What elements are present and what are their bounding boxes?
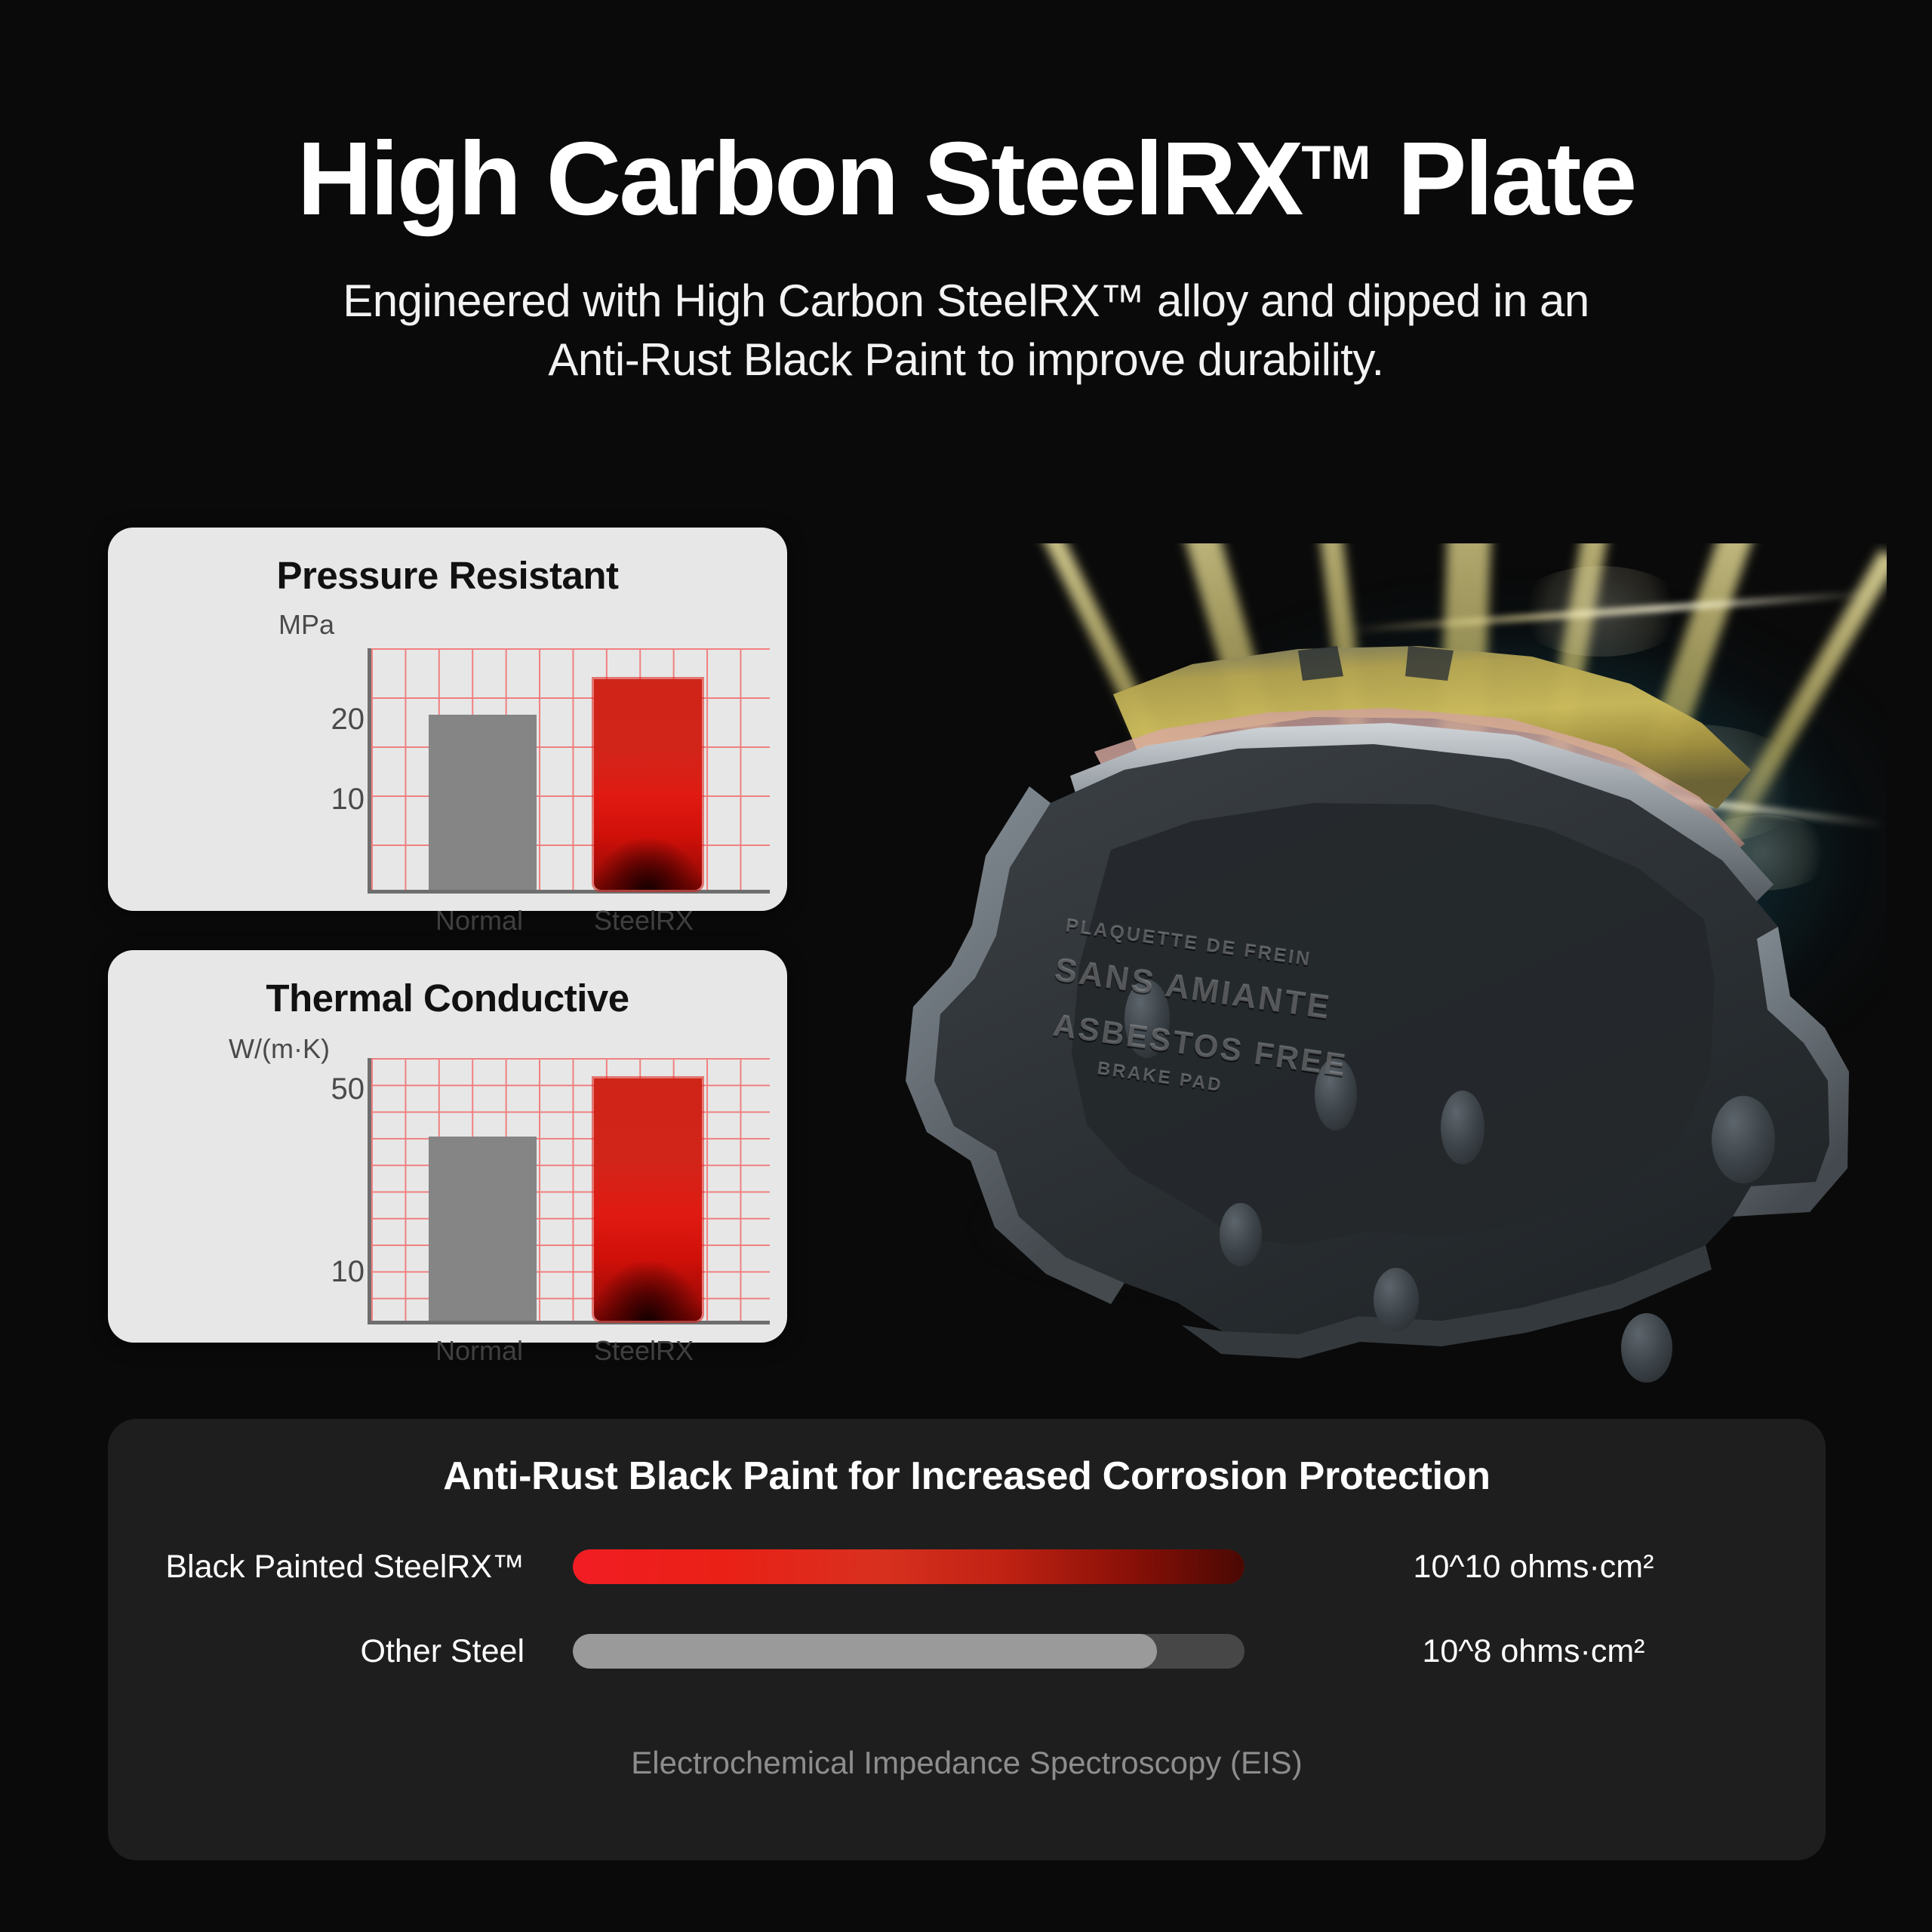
subtitle-line-2: Anti-Rust Black Paint to improve durabil…	[548, 334, 1384, 385]
eis-caption: Electrochemical Impedance Spectroscopy (…	[631, 1745, 1303, 1780]
plate-hole	[1124, 980, 1170, 1058]
x-label-steelrx-pressure: SteelRX	[593, 905, 694, 936]
subtitle-line-1: Engineered with High Carbon SteelRX™ all…	[343, 275, 1589, 326]
friction-notch	[1405, 646, 1454, 681]
plate-recessed-face	[1072, 803, 1715, 1245]
y-tick-50: 50	[331, 1072, 365, 1106]
plate-hole	[1441, 1091, 1484, 1164]
eis-row-other-steel: Other Steel 10^8 ohms·cm²	[108, 1609, 1826, 1694]
eis-rows: Black Painted SteelRX™ 10^10 ohms·cm² Ot…	[108, 1524, 1826, 1694]
plate-hole	[1315, 1058, 1357, 1131]
chart-plot-area-pressure	[368, 648, 770, 894]
eis-progress-track	[573, 1549, 1244, 1584]
bar-steelrx-pressure	[594, 679, 702, 890]
header: High Carbon SteelRXTM Plate Engineered w…	[0, 0, 1932, 389]
x-label-normal-thermal: Normal	[435, 1335, 523, 1366]
x-label-steelrx-thermal: SteelRX	[593, 1335, 694, 1366]
y-tick-10: 10	[331, 1255, 365, 1288]
eis-progress-fill	[573, 1549, 1244, 1584]
bar-steelrx-thermal	[594, 1078, 702, 1321]
brake-pad-illustration	[906, 646, 1849, 1383]
brake-pad-hero-image: PLAQUETTE DE FREIN SANS AMIANTE ASBESTOS…	[770, 543, 1887, 1404]
plate-top-bevel	[1070, 723, 1774, 921]
plate-hole	[1220, 1203, 1262, 1266]
eis-row-black-painted-steelrx: Black Painted SteelRX™ 10^10 ohms·cm²	[108, 1524, 1826, 1609]
trademark-symbol: TM	[1301, 137, 1371, 189]
chart-card-thermal-conductive: Thermal Conductive W/(m·K) 50 10 Normal …	[108, 950, 787, 1366]
adhesive-layer	[1094, 708, 1745, 860]
plate-hole	[1374, 1268, 1419, 1331]
y-tick-20: 20	[331, 703, 365, 736]
page-title-main: High Carbon SteelRX	[297, 121, 1304, 237]
plate-right-edge	[1733, 927, 1849, 1217]
chart-unit-label-mpa: MPa	[278, 609, 335, 640]
eis-row-value: 10^8 ohms·cm²	[1422, 1632, 1645, 1669]
friction-material-layer	[1113, 646, 1751, 809]
page-title: High Carbon SteelRXTM Plate	[0, 0, 1932, 231]
plate-bottom-edge	[1182, 1245, 1712, 1358]
chart-plot-area-thermal	[368, 1058, 770, 1324]
y-tick-10: 10	[331, 783, 365, 816]
plate-hole	[1712, 1096, 1775, 1183]
eis-row-value: 10^10 ohms·cm²	[1413, 1548, 1654, 1585]
eis-progress-track	[573, 1634, 1244, 1669]
eis-progress-fill	[573, 1634, 1158, 1669]
page-subtitle: Engineered with High Carbon SteelRX™ all…	[0, 231, 1932, 389]
corrosion-protection-panel: Anti-Rust Black Paint for Increased Corr…	[108, 1419, 1826, 1860]
bar-normal-pressure	[429, 715, 537, 890]
chart-unit-label-wmk: W/(m·K)	[229, 1033, 330, 1064]
chart-card-pressure-resistant: Pressure Resistant MPa 20 10 Normal Stee…	[108, 528, 787, 936]
lens-flare	[1514, 566, 1687, 657]
panel-title: Anti-Rust Black Paint for Increased Corr…	[443, 1454, 1491, 1498]
chart-title-pressure: Pressure Resistant	[276, 554, 619, 597]
bar-normal-thermal	[429, 1137, 537, 1321]
plate-hole	[1621, 1313, 1672, 1383]
eis-row-label: Other Steel	[360, 1632, 525, 1669]
chart-title-thermal: Thermal Conductive	[266, 977, 629, 1020]
x-label-normal-pressure: Normal	[435, 905, 523, 936]
page-title-tail: Plate	[1371, 121, 1637, 237]
eis-row-label: Black Painted SteelRX™	[165, 1548, 525, 1585]
friction-notch	[1298, 646, 1343, 681]
